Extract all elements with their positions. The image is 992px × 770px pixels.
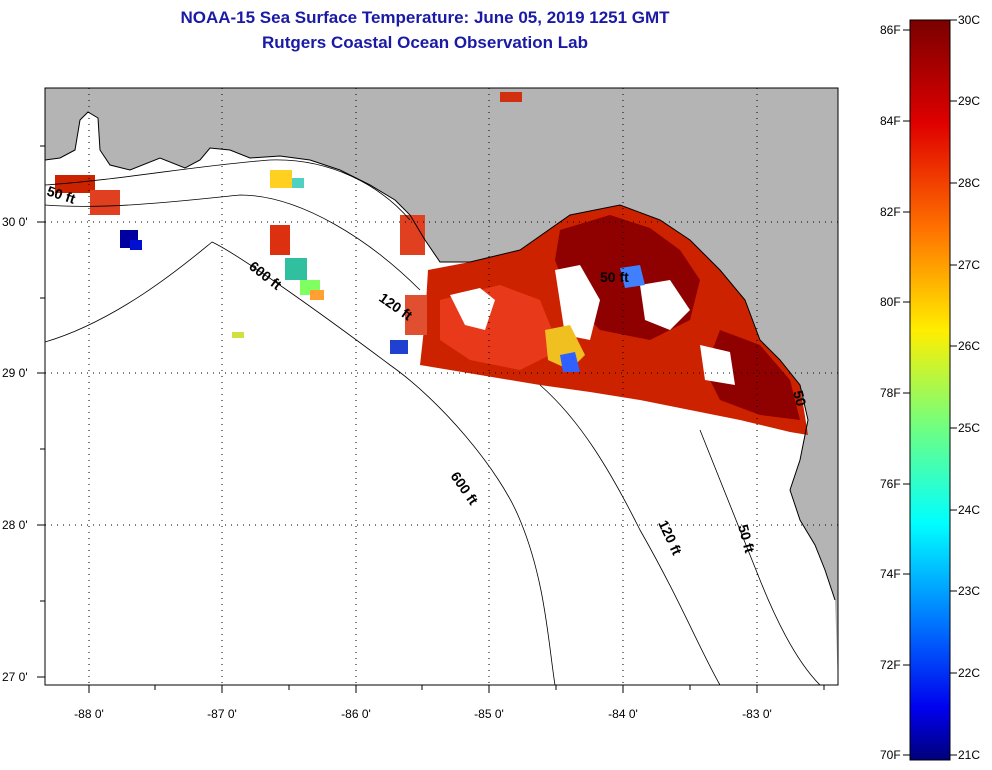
contour-50ft-west	[45, 159, 411, 221]
colorbar-c-label: 23C	[958, 584, 980, 598]
lon-label: -86 0'	[341, 707, 371, 721]
longitude-labels: -88 0' -87 0' -86 0' -85 0' -84 0' -83 0…	[74, 707, 772, 721]
map-frame	[37, 87, 839, 693]
sst-western-fragments	[55, 92, 522, 354]
colorbar-c-label: 29C	[958, 94, 980, 108]
cloud-gap-1	[450, 288, 495, 330]
lon-label: -87 0'	[207, 707, 237, 721]
lon-label: -88 0'	[74, 707, 104, 721]
colorbar-c-label: 25C	[958, 421, 980, 435]
temperature-colorbar: 86F 84F 82F 80F 78F 76F 74F 72F 70F 30C …	[880, 13, 980, 762]
lon-label: -85 0'	[474, 707, 504, 721]
contour-600ft-west	[45, 241, 556, 685]
contour-120ft-east	[539, 384, 721, 685]
contour-120ft-west	[45, 194, 421, 291]
colorbar-c-label: 26C	[958, 339, 980, 353]
colorbar-f-label: 70F	[880, 748, 901, 762]
lat-label: 29 0'	[2, 366, 28, 380]
cloud-gap-2	[555, 265, 600, 340]
lon-label: -83 0'	[742, 707, 772, 721]
colorbar-c-label: 22C	[958, 666, 980, 680]
contour-50ft-east	[699, 429, 821, 685]
contour-label: 50 ft	[600, 269, 629, 285]
colorbar-f-label: 76F	[880, 477, 901, 491]
lat-label: 28 0'	[2, 518, 28, 532]
contour-label: 50 ft	[735, 523, 758, 555]
sst-cold-patch	[560, 352, 580, 372]
graticule	[45, 88, 838, 685]
colorbar-c-label: 27C	[958, 258, 980, 272]
colorbar-f-label: 78F	[880, 386, 901, 400]
map-area	[45, 88, 838, 685]
contour-label: 50	[790, 389, 810, 408]
lat-label: 30 0'	[2, 215, 28, 229]
colorbar-c-label: 28C	[958, 176, 980, 190]
lat-label: 27 0'	[2, 670, 28, 684]
colorbar-ticks	[903, 19, 957, 756]
colorbar-c-label: 30C	[958, 13, 980, 27]
lon-label: -84 0'	[608, 707, 638, 721]
latitude-labels: 30 0' 29 0' 28 0' 27 0'	[2, 215, 28, 684]
coastline	[45, 111, 836, 601]
colorbar-f-label: 80F	[880, 295, 901, 309]
colorbar-f-label: 86F	[880, 23, 901, 37]
map-title: NOAA-15 Sea Surface Temperature: June 05…	[180, 8, 670, 27]
colorbar-f-label: 84F	[880, 114, 901, 128]
colorbar-gradient	[909, 19, 951, 761]
colorbar-c-label: 24C	[958, 503, 980, 517]
map-subtitle: Rutgers Coastal Ocean Observation Lab	[262, 33, 588, 52]
colorbar-f-label: 72F	[880, 658, 901, 672]
bathymetry-contours	[45, 159, 821, 685]
cloud-gap-4	[700, 345, 735, 385]
colorbar-f-label: 74F	[880, 567, 901, 581]
axis-ticks	[37, 145, 825, 693]
colorbar-c-label: 21C	[958, 748, 980, 762]
sst-cold-patch-2	[620, 265, 645, 288]
colorbar-f-label: 82F	[880, 205, 901, 219]
cloud-gap-3	[640, 280, 690, 330]
